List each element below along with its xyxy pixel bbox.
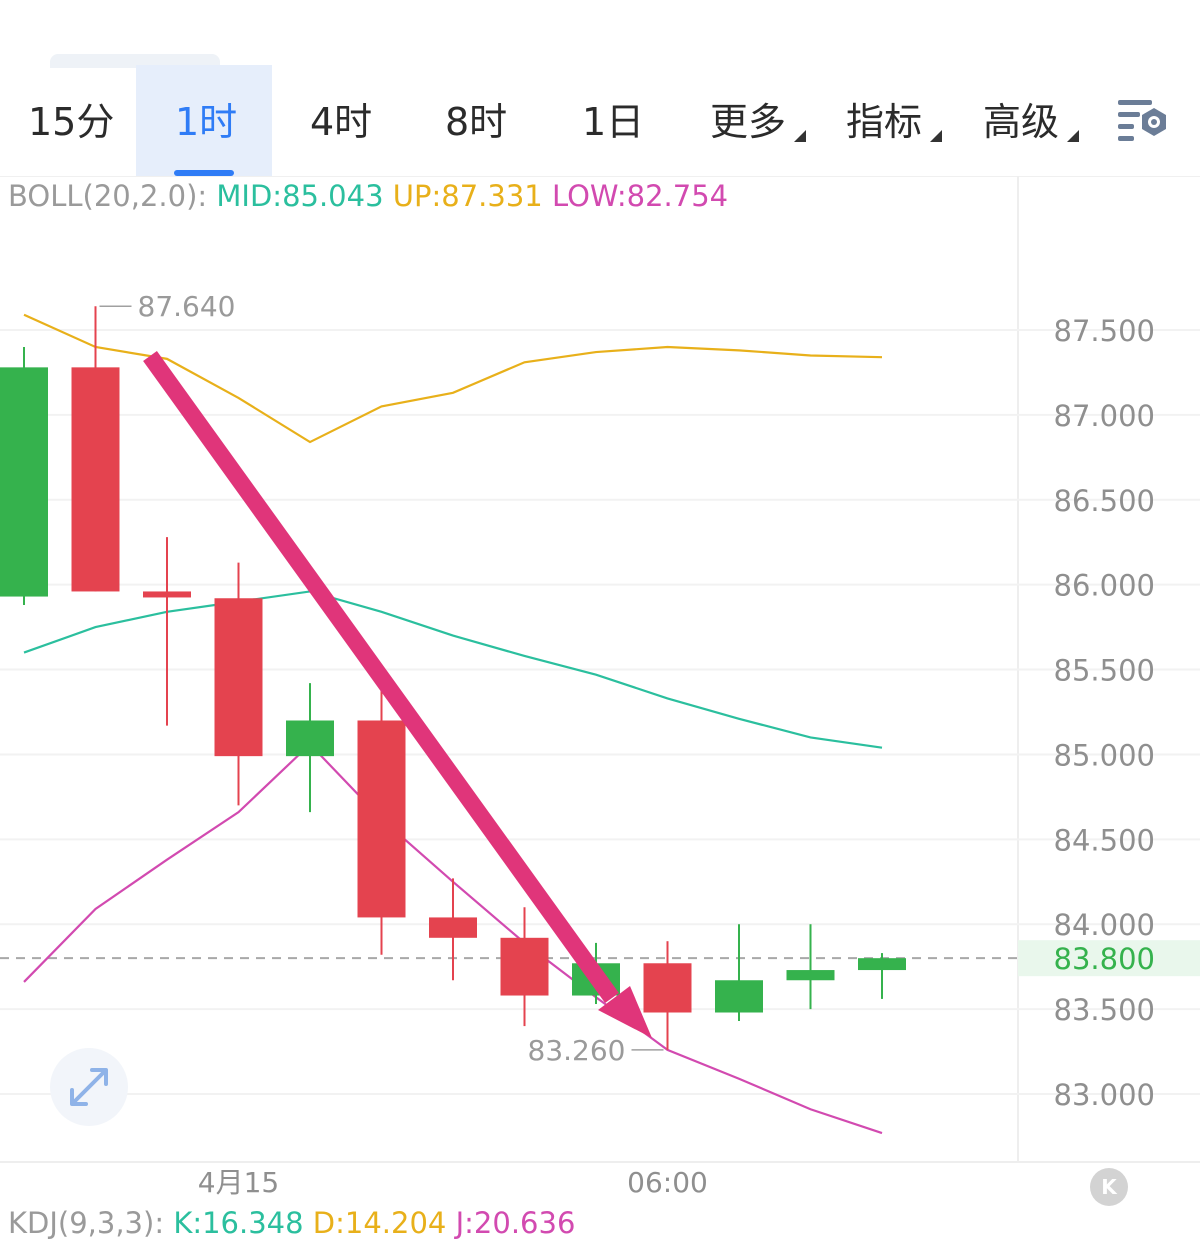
k-line-button[interactable]: K xyxy=(1090,1168,1128,1206)
candle-body xyxy=(71,367,120,592)
timeframe-tabbar: 15分 1时 4时 8时 1日 更多 指标 高级 xyxy=(0,0,1200,176)
y-tick-label: 87.000 xyxy=(1054,399,1155,433)
tab-4h[interactable]: 4时 xyxy=(310,100,373,144)
tab-8h[interactable]: 8时 xyxy=(445,100,508,144)
candle-body xyxy=(357,720,406,918)
last-price-label-bg xyxy=(1018,940,1200,977)
tab-15min[interactable]: 15分 xyxy=(28,100,115,144)
boll-legend-mid: MID:85.043 xyxy=(216,179,384,213)
candle-body xyxy=(429,917,477,938)
candle-body xyxy=(786,970,835,981)
candle-body xyxy=(643,963,692,1013)
candlestick-chart[interactable]: 87.500 87.000 86.500 86.000 85.500 85.000 84.5… xyxy=(0,176,1200,1206)
y-tick-label: 86.000 xyxy=(1054,569,1155,603)
advanced-dropdown-icon xyxy=(1067,130,1079,142)
tab-1d[interactable]: 1日 xyxy=(582,100,645,144)
kdj-legend: KDJ(9,3,3): K:16.348 D:14.204 J:20.636 xyxy=(8,1203,575,1243)
min-price-label: 83.260 xyxy=(528,1034,626,1067)
kdj-legend-d: D:14.204 xyxy=(312,1206,447,1240)
active-tab-underline xyxy=(174,170,234,176)
y-tick-label: 84.000 xyxy=(1054,908,1155,942)
chart-settings-icon[interactable] xyxy=(1114,96,1174,148)
indicators-dropdown-icon xyxy=(930,130,942,142)
expand-button[interactable] xyxy=(50,1048,128,1126)
candle-body xyxy=(214,598,263,757)
kdj-legend-j: J:20.636 xyxy=(455,1206,576,1240)
tab-1h[interactable]: 1时 xyxy=(175,100,238,144)
kdj-legend-name: KDJ(9,3,3): xyxy=(8,1206,165,1240)
candle-body xyxy=(143,591,191,598)
max-price-label: 87.640 xyxy=(138,290,236,323)
x-tick-label: 06:00 xyxy=(627,1166,708,1199)
y-tick-label: 83.000 xyxy=(1054,1078,1155,1112)
y-tick-label: 83.500 xyxy=(1054,993,1155,1027)
kdj-legend-k: K:16.348 xyxy=(173,1206,304,1240)
more-dropdown-icon xyxy=(794,130,806,142)
candle-body xyxy=(858,958,906,971)
boll-legend-up: UP:87.331 xyxy=(392,179,543,213)
expand-icon xyxy=(70,1068,108,1106)
trend-arrow-shaft xyxy=(143,351,619,1003)
tabbar-divider xyxy=(0,176,1200,177)
tab-more[interactable]: 更多 xyxy=(710,100,787,144)
y-tick-label: 87.500 xyxy=(1054,314,1155,348)
y-tick-label: 85.500 xyxy=(1054,654,1155,688)
y-tick-label: 84.500 xyxy=(1054,823,1155,857)
boll-up-line xyxy=(23,313,883,444)
tab-top-decoration xyxy=(50,54,220,68)
trend-arrow-head xyxy=(598,986,652,1038)
active-tab-background xyxy=(136,65,272,176)
y-tick-label: 86.500 xyxy=(1054,484,1155,518)
tab-advanced[interactable]: 高级 xyxy=(983,100,1060,144)
y-tick-label: 85.000 xyxy=(1054,738,1155,772)
tab-indicators[interactable]: 指标 xyxy=(846,100,923,144)
candle-body xyxy=(715,980,763,1013)
candle-body xyxy=(500,937,549,996)
boll-legend-name: BOLL(20,2.0): xyxy=(8,179,208,213)
x-tick-label: 4月15 xyxy=(198,1166,279,1199)
last-price-label: 83.800 xyxy=(1054,942,1155,976)
candle-body xyxy=(0,367,48,597)
boll-legend: BOLL(20,2.0): MID:85.043 UP:87.331 LOW:8… xyxy=(8,176,728,216)
boll-legend-low: LOW:82.754 xyxy=(551,179,729,213)
candle-body xyxy=(286,720,334,757)
